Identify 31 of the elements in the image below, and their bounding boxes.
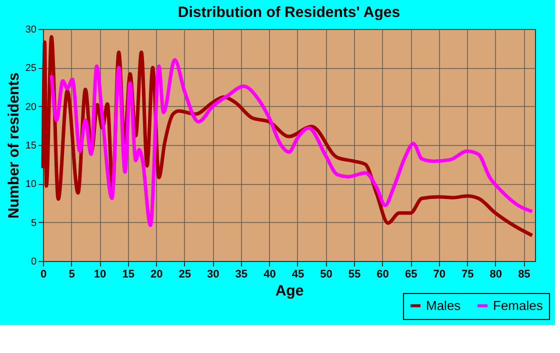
- x-tick-label: 50: [320, 268, 332, 280]
- x-tick-label: 15: [122, 268, 134, 280]
- y-tick-label: 5: [30, 218, 37, 229]
- x-tick-label: 65: [404, 268, 418, 280]
- y-tick-label: 10: [25, 179, 37, 190]
- x-tick-label: 75: [462, 268, 474, 280]
- y-tick-label: 30: [25, 24, 37, 36]
- chart-title: Distribution of Residents' Ages: [178, 4, 400, 21]
- x-tick-label: 80: [490, 268, 502, 280]
- x-tick-label: 45: [292, 268, 304, 280]
- x-tick-label: 40: [264, 268, 276, 280]
- x-tick-label: 55: [348, 268, 361, 280]
- x-axis-title: Age: [275, 282, 304, 300]
- line-series: [50, 58, 534, 228]
- x-tick-label: 5: [68, 268, 75, 280]
- x-tick-label: 10: [94, 268, 106, 280]
- x-tick-label: 25: [178, 268, 192, 280]
- x-tick-label: 0: [40, 268, 47, 280]
- y-tick-label: 15: [25, 140, 37, 152]
- y-tick-label: 20: [25, 102, 37, 113]
- x-tick-label: 20: [150, 268, 163, 280]
- x-tick-label: 70: [433, 268, 446, 280]
- x-tick-label: 60: [376, 268, 389, 280]
- y-tick-label: 0: [30, 256, 37, 268]
- y-axis-title: Number of residents: [5, 72, 22, 218]
- x-tick-label: 85: [518, 268, 530, 280]
- legend-label: Males: [426, 298, 462, 313]
- y-tick-label: 25: [25, 63, 37, 74]
- legend-label: Females: [493, 298, 544, 313]
- x-tick-label: 35: [235, 268, 248, 280]
- x-tick-label: 30: [207, 268, 220, 280]
